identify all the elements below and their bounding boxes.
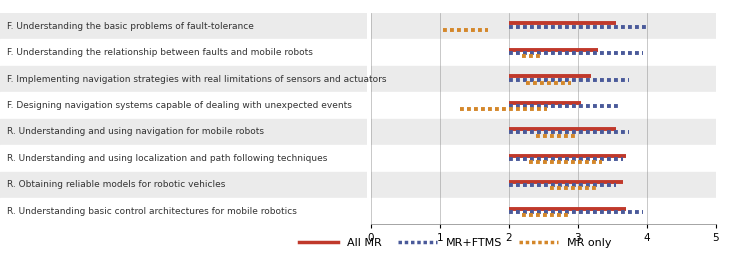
Bar (0, 13, 367, 39)
Bar (371, 13, 716, 39)
Bar (0, 66, 367, 92)
Legend: All MR, MR+FTMS, MR only: All MR, MR+FTMS, MR only (294, 233, 616, 252)
Bar (0, 92, 367, 119)
Bar (0, 198, 367, 224)
Text: F. Implementing navigation strategies with real limitations of sensors and actua: F. Implementing navigation strategies wi… (7, 75, 387, 84)
Bar (371, 145, 716, 172)
Bar (371, 92, 716, 119)
Text: F. Understanding the relationship between faults and mobile robots: F. Understanding the relationship betwee… (7, 48, 313, 57)
Text: F. Understanding the basic problems of fault-tolerance: F. Understanding the basic problems of f… (7, 22, 254, 31)
Text: R. Understanding basic control architectures for mobile robotics: R. Understanding basic control architect… (7, 207, 297, 216)
Text: F. Designing navigation systems capable of dealing with unexpected events: F. Designing navigation systems capable … (7, 101, 352, 110)
Bar (0, 39, 367, 66)
Bar (371, 172, 716, 198)
Text: R. Understanding and using navigation for mobile robots: R. Understanding and using navigation fo… (7, 127, 264, 136)
Bar (0, 119, 367, 145)
Bar (371, 39, 716, 66)
Bar (0, 172, 367, 198)
Bar (371, 198, 716, 224)
Bar (371, 66, 716, 92)
Bar (0, 145, 367, 172)
Text: R. Obtaining reliable models for robotic vehicles: R. Obtaining reliable models for robotic… (7, 180, 226, 189)
Text: R. Understanding and using localization and path following techniques: R. Understanding and using localization … (7, 154, 327, 163)
Bar (371, 119, 716, 145)
